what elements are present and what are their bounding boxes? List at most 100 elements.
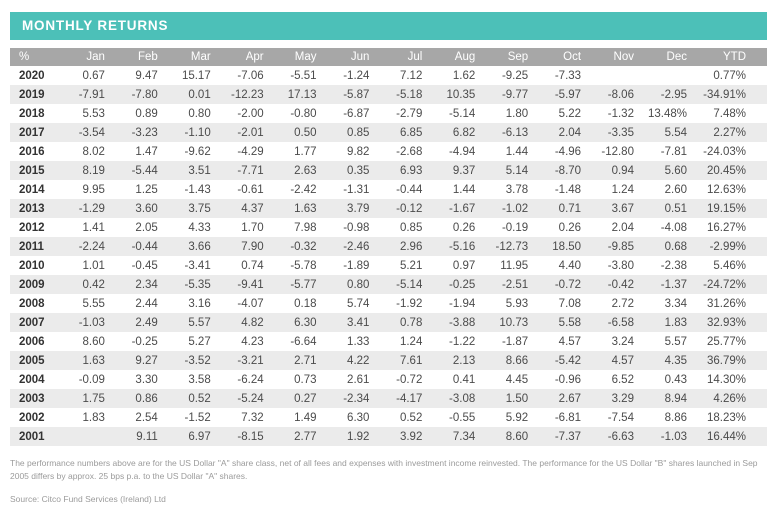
cell-2005-jul: 7.61 [399,354,423,367]
cell-2006-oct: 4.57 [558,335,582,348]
cell-2008-dec: 3.34 [664,297,687,310]
cell-2002-ytd: 18.23% [706,411,746,424]
cell-2008-jun: 5.74 [347,297,370,310]
column-header-apr: Apr [218,48,272,66]
table-row-2006: 2006 8.60 -0.25 5.27 4.23 -6.64 1.33 1.24 -1.22 -… [10,332,767,351]
cell-2004-oct: -0.96 [554,373,582,386]
cell-2013-ytd: 19.15% [706,202,746,215]
cell-2013-dec: 0.51 [664,202,687,215]
year-label-2007: 2007 [19,316,45,329]
table-row-2007: 2007 -1.03 2.49 5.57 4.82 6.30 3.41 0.78 -3.88 10… [10,313,767,332]
cell-2004-nov: 6.52 [611,373,634,386]
cell-2015-mar: 3.51 [188,164,211,177]
cell-2017-feb: -3.23 [131,126,158,139]
cell-2011-nov: -9.85 [607,240,634,253]
cell-2003-dec: 8.94 [664,392,687,405]
cell-2017-jun: 0.85 [347,126,370,139]
cell-2015-jun: 0.35 [347,164,370,177]
cell-2013-feb: 3.60 [135,202,158,215]
cell-2009-jan: 0.42 [82,278,105,291]
cell-2010-jun: -1.89 [343,259,370,272]
cell-2004-ytd: 14.30% [706,373,746,386]
cell-2004-feb: 3.30 [135,373,158,386]
cell-2014-may: -2.42 [290,183,317,196]
cell-2013-oct: 0.71 [558,202,582,215]
cell-2005-aug: 2.13 [452,354,476,367]
cell-2014-dec: 2.60 [664,183,687,196]
column-header-jun: Jun [324,48,378,66]
cell-2007-jun: 3.41 [347,316,370,329]
cell-2015-oct: -8.70 [554,164,582,177]
cell-2004-sep: 4.45 [505,373,529,386]
cell-2007-jul: 0.78 [399,316,423,329]
cell-2018-jul: -2.79 [396,107,423,120]
cell-2016-jul: -2.68 [396,145,423,158]
cell-2019-oct: -5.97 [554,88,582,101]
cell-2011-feb: -0.44 [131,240,158,253]
cell-2012-may: 7.98 [294,221,317,234]
cell-2011-jul: 2.96 [399,240,423,253]
year-label-2004: 2004 [19,373,45,386]
cell-2006-ytd: 25.77% [706,335,746,348]
cell-2013-apr: 4.37 [241,202,264,215]
year-label-2015: 2015 [19,164,45,177]
year-label-2011: 2011 [19,240,44,253]
cell-2005-may: 2.71 [294,354,317,367]
cell-2003-jun: -2.34 [343,392,370,405]
cell-2017-ytd: 2.27% [713,126,746,139]
cell-2008-may: 0.18 [294,297,317,310]
cell-2014-aug: 1.44 [452,183,476,196]
cell-2012-mar: 4.33 [188,221,211,234]
cell-2020-mar: 15.17 [181,69,211,82]
cell-2007-may: 6.30 [294,316,317,329]
table-row-2014: 2014 9.95 1.25 -1.43 -0.61 -2.42 -1.31 -0.44 1.4… [10,180,767,199]
cell-2011-dec: 0.68 [664,240,687,253]
cell-2019-jun: -5.87 [343,88,370,101]
cell-2014-jul: -0.44 [396,183,423,196]
cell-2013-jan: -1.29 [78,202,105,215]
cell-2007-apr: 4.82 [241,316,264,329]
cell-2008-mar: 3.16 [188,297,211,310]
cell-2019-feb: -7.80 [131,88,158,101]
cell-2008-aug: -1.94 [449,297,476,310]
cell-2013-jul: -0.12 [396,202,423,215]
cell-2006-dec: 5.57 [664,335,687,348]
cell-2004-jun: 2.61 [347,373,370,386]
cell-2013-jun: 3.79 [347,202,370,215]
cell-2015-aug: 9.37 [452,164,476,177]
cell-2001-ytd: 16.44% [706,430,746,443]
cell-2007-feb: 2.49 [135,316,158,329]
cell-2001-aug: 7.34 [452,430,476,443]
cell-2009-jul: -5.14 [396,278,423,291]
cell-2001-may: 2.77 [294,430,317,443]
cell-2009-nov: -0.42 [607,278,634,291]
footnote-text: The performance numbers above are for th… [10,458,758,481]
year-label-2016: 2016 [19,145,45,158]
cell-2009-sep: -2.51 [501,278,529,291]
cell-2019-nov: -8.06 [607,88,634,101]
cell-2003-nov: 3.29 [611,392,634,405]
cell-2016-jun: 9.82 [347,145,370,158]
cell-2001-nov: -6.63 [607,430,634,443]
cell-2003-aug: -3.08 [449,392,476,405]
cell-2006-jul: 1.24 [399,335,423,348]
cell-2016-may: 1.77 [294,145,317,158]
cell-2017-aug: 6.82 [452,126,476,139]
year-label-2020: 2020 [19,69,45,82]
cell-2006-may: -6.64 [290,335,317,348]
cell-2002-sep: 5.92 [505,411,529,424]
cell-2002-nov: -7.54 [607,411,634,424]
cell-2016-feb: 1.47 [135,145,158,158]
cell-2001-apr: -8.15 [237,430,264,443]
table-row-2012: 2012 1.41 2.05 4.33 1.70 7.98 -0.98 0.85 0.26 -0.… [10,218,767,237]
cell-2009-aug: -0.25 [449,278,476,291]
table-row-2020: 2020 0.67 9.47 15.17 -7.06 -5.51 -1.24 7.12 1.62… [10,66,767,85]
cell-2009-mar: -5.35 [184,278,211,291]
table-row-2016: 2016 8.02 1.47 -9.62 -4.29 1.77 9.82 -2.68 -4.94… [10,142,767,161]
table-row-2001: 2001 9.11 6.97 -8.15 2.77 1.92 3.92 7.34 8.60 -7.… [10,427,767,446]
cell-2005-mar: -3.52 [184,354,211,367]
cell-2006-aug: -1.22 [449,335,476,348]
cell-2020-sep: -9.25 [501,69,529,82]
cell-2006-jun: 1.33 [347,335,370,348]
year-label-2009: 2009 [19,278,45,291]
